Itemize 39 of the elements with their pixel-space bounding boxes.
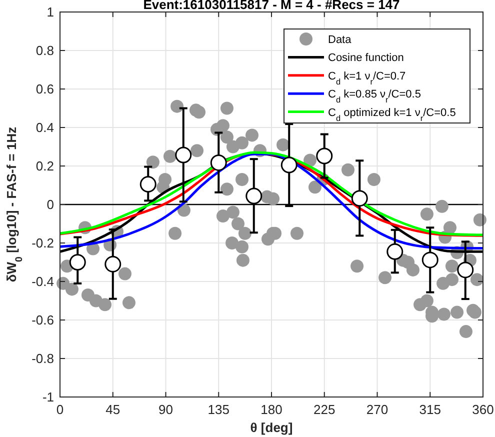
y-tick-label: 0.2 — [36, 158, 54, 174]
y-tick-label: -0.6 — [32, 312, 54, 328]
point — [175, 146, 192, 164]
point — [104, 256, 122, 272]
point — [351, 190, 368, 207]
y-tick-label: -0.4 — [32, 274, 54, 289]
legend-label: C$_{d}$ k=0.85 ν$_{r}$/C=0.5 — [328, 88, 421, 104]
point — [69, 254, 86, 270]
point — [316, 148, 333, 164]
y-tick-label: 0.6 — [36, 82, 54, 96]
x-tick-label: 360 — [472, 402, 494, 417]
x-tick-label: 225 — [314, 402, 336, 417]
point — [140, 176, 156, 193]
x-axis-title: θ [deg] — [250, 420, 293, 435]
y-tick-label: 1 — [46, 4, 54, 20]
point — [210, 154, 227, 171]
y-tick-label: 0 — [46, 197, 54, 212]
point — [386, 243, 404, 260]
x-tick-label: 90 — [158, 402, 173, 417]
legend-label: C$_{d}$ optimized k=1 ν$_{r}$/C=0.5 — [328, 106, 456, 122]
point — [280, 156, 298, 174]
x-tick-label: 180 — [260, 402, 282, 417]
y-tick-label: 0.4 — [36, 120, 54, 135]
y-tick-label: -0.2 — [32, 236, 54, 250]
legend-label: Cosine function — [328, 52, 404, 64]
y-tick-label: 0.8 — [36, 43, 54, 58]
x-tick-label: 135 — [208, 402, 230, 417]
x-tick-label: 270 — [366, 402, 388, 417]
y-tick-label: -0.8 — [32, 351, 54, 366]
legend-label: C$_{d}$ k=1 ν$_{r}$/C=0.7 — [328, 70, 406, 86]
legend-label: Data — [328, 34, 352, 46]
x-tick-label: 45 — [106, 402, 120, 417]
chart-title: Event:161030115817 - M = 4 - #Recs = 147 — [143, 0, 400, 12]
y-tick-label: -1 — [42, 390, 54, 404]
x-tick-label: 315 — [419, 402, 441, 417]
point — [422, 252, 438, 268]
point — [246, 188, 262, 204]
x-tick-label: 0 — [56, 402, 64, 417]
point — [457, 262, 474, 278]
